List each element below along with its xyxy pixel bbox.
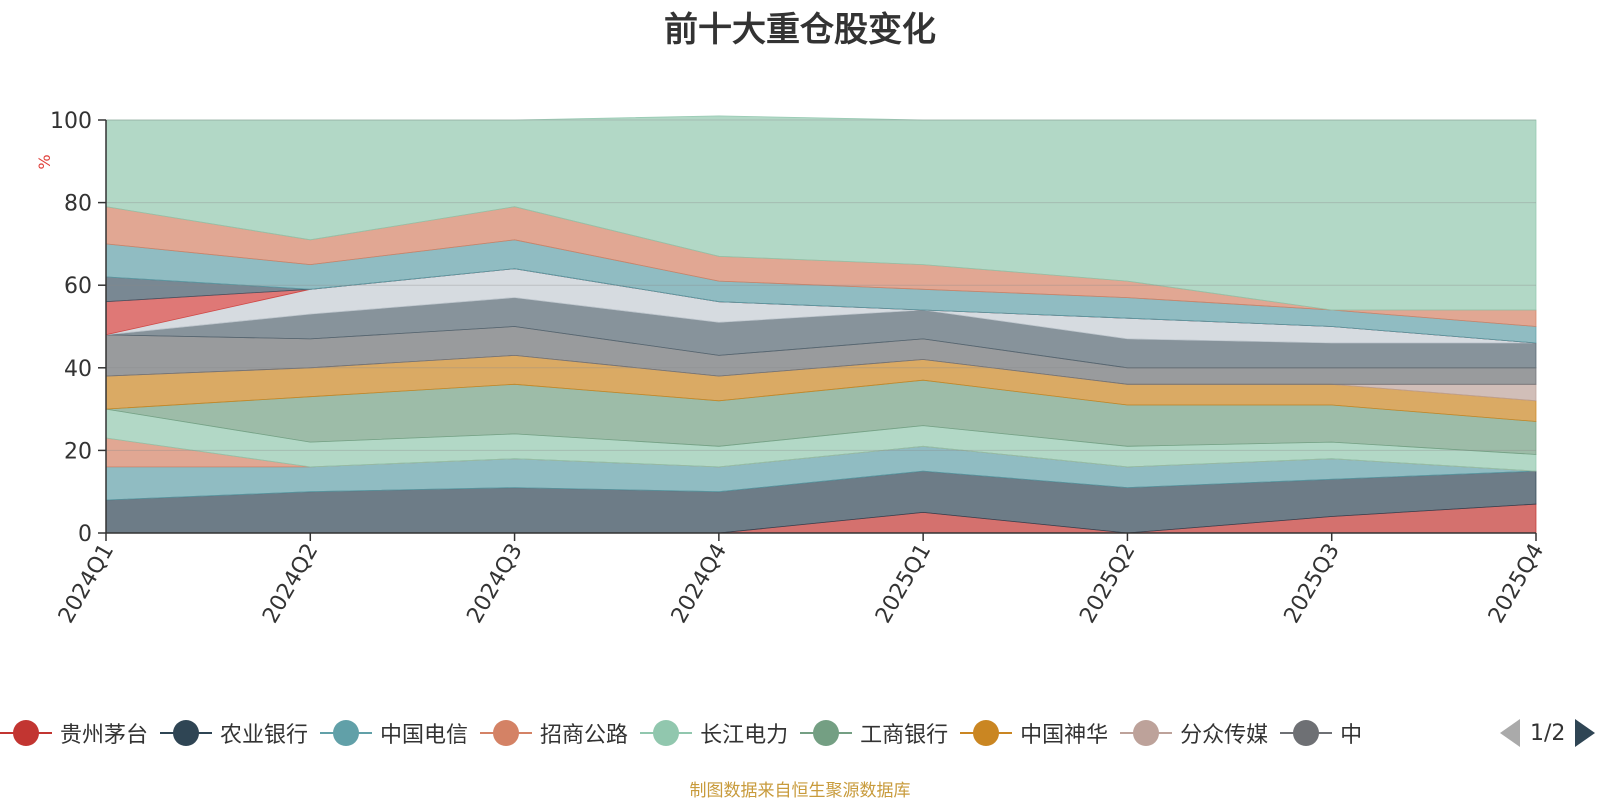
legend-item[interactable]: 农业银行 <box>160 716 308 750</box>
grid-lines <box>106 119 1536 451</box>
legend-marker-icon <box>640 716 693 750</box>
legend-label: 中 <box>1340 723 1363 748</box>
legend-marker-icon <box>800 716 853 750</box>
legend-marker-icon <box>960 716 1013 750</box>
x-tick-label: 2024Q2 <box>258 540 323 628</box>
legend-label: 招商公路 <box>540 723 629 748</box>
x-tick-label: 2024Q3 <box>462 540 527 628</box>
chart-title: 前十大重仓股变化 <box>664 10 936 50</box>
legend-label: 中国神华 <box>1020 723 1109 748</box>
legend-item[interactable]: 分众传媒 <box>1120 716 1268 750</box>
stacked-area-chart: 0 20 40 60 80 100% 2024Q1 2024Q2 2024Q3 2024Q4 202… <box>35 109 1549 628</box>
x-tick-label: 2025Q2 <box>1075 540 1140 628</box>
legend-next-page-icon[interactable] <box>1575 719 1596 747</box>
legend: 贵州茅台 农业银行 中国电信 招商公路 长江电力 工商银行 中国神华 分众传媒 中 <box>0 716 1490 752</box>
legend-marker-icon <box>0 716 52 750</box>
y-tick-label: 60 <box>64 274 92 299</box>
y-tick-label: 20 <box>64 439 92 464</box>
legend-label: 工商银行 <box>860 723 949 748</box>
x-tick-label: 2025Q3 <box>1280 540 1345 628</box>
legend-label: 农业银行 <box>220 723 309 748</box>
y-tick-label: 100 <box>50 109 92 134</box>
legend-label: 分众传媒 <box>1180 723 1269 748</box>
legend-item[interactable]: 中国神华 <box>960 716 1108 750</box>
y-tick-label: 0 <box>78 522 92 547</box>
x-tick-label: 2024Q1 <box>54 540 119 628</box>
legend-marker-icon <box>1120 716 1173 750</box>
legend-item[interactable]: 中 <box>1280 716 1362 750</box>
source-note: 制图数据来自恒生聚源数据库 <box>689 781 911 801</box>
area-series-16[interactable] <box>105 115 1537 311</box>
x-tick-label: 2025Q1 <box>871 540 936 628</box>
legend-marker-icon <box>320 716 373 750</box>
legend-label: 中国电信 <box>380 723 469 748</box>
area-layers <box>105 115 1537 534</box>
legend-item[interactable]: 贵州茅台 <box>0 716 148 750</box>
legend-item[interactable]: 工商银行 <box>800 716 948 750</box>
y-tick-label: 80 <box>64 192 92 217</box>
legend-prev-page-icon[interactable] <box>1500 719 1520 747</box>
x-tick-label: 2024Q4 <box>667 540 732 628</box>
y-axis-unit-label: % <box>35 154 54 169</box>
legend-marker-icon <box>1280 716 1333 750</box>
y-tick-label: 40 <box>64 357 92 382</box>
legend-label: 贵州茅台 <box>60 723 149 748</box>
legend-label: 长江电力 <box>700 723 789 748</box>
legend-item[interactable]: 长江电力 <box>640 716 788 750</box>
x-tick-label: 2025Q4 <box>1484 540 1549 628</box>
legend-pager: 1/2 <box>1500 716 1596 750</box>
legend-page-indicator: 1/2 <box>1530 720 1566 746</box>
legend-marker-icon <box>160 716 213 750</box>
legend-item[interactable]: 招商公路 <box>480 716 628 750</box>
legend-marker-icon <box>480 716 533 750</box>
legend-item[interactable]: 中国电信 <box>320 716 468 750</box>
